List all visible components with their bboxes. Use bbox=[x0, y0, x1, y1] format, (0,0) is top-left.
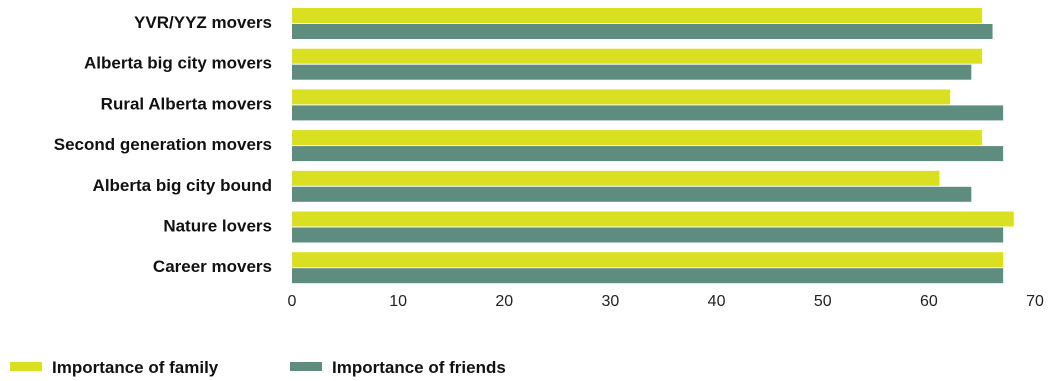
category-label-career-movers: Career movers bbox=[153, 257, 272, 276]
x-tick-label: 50 bbox=[814, 293, 832, 310]
bar-importance-of-family-rural-alberta-movers bbox=[292, 89, 951, 105]
category-label-second-generation-movers: Second generation movers bbox=[54, 135, 272, 154]
x-tick-label: 10 bbox=[389, 293, 407, 310]
x-tick-label: 40 bbox=[708, 293, 726, 310]
x-tick-label: 30 bbox=[602, 293, 620, 310]
x-tick-label: 70 bbox=[1026, 293, 1044, 310]
bar-importance-of-family-yvr-yyz-movers bbox=[292, 8, 982, 23]
bar-importance-of-family-alberta-big-city-movers bbox=[292, 48, 982, 64]
bars bbox=[292, 8, 1014, 284]
category-label-nature-lovers: Nature lovers bbox=[163, 217, 272, 236]
x-tick-label: 60 bbox=[920, 293, 938, 310]
bar-importance-of-friends-nature-lovers bbox=[292, 227, 1004, 243]
bar-importance-of-friends-second-generation-movers bbox=[292, 146, 1004, 162]
x-axis-ticks: 0 10 20 30 40 50 60 70 bbox=[288, 293, 1044, 310]
category-labels: YVR/YYZ movers Alberta big city movers Rur… bbox=[54, 13, 272, 276]
legend-label-friends: Importance of friends bbox=[332, 358, 506, 377]
legend-swatch-friends bbox=[290, 362, 322, 371]
category-label-alberta-big-city-bound: Alberta big city bound bbox=[93, 176, 272, 195]
bar-importance-of-friends-alberta-big-city-bound bbox=[292, 186, 972, 202]
bar-importance-of-friends-rural-alberta-movers bbox=[292, 105, 1004, 121]
legend-swatch-family bbox=[10, 362, 42, 371]
bar-importance-of-family-nature-lovers bbox=[292, 211, 1014, 227]
category-label-rural-alberta-movers: Rural Alberta movers bbox=[101, 94, 272, 113]
bar-importance-of-friends-yvr-yyz-movers bbox=[292, 24, 993, 39]
bar-importance-of-friends-alberta-big-city-movers bbox=[292, 64, 972, 80]
bar-importance-of-family-career-movers bbox=[292, 252, 1004, 268]
category-label-alberta-big-city-movers: Alberta big city movers bbox=[84, 54, 272, 73]
category-label-yvr-yyz-movers: YVR/YYZ movers bbox=[134, 13, 272, 32]
x-tick-label: 20 bbox=[495, 293, 513, 310]
legend-label-family: Importance of family bbox=[52, 358, 219, 377]
legend: Importance of family Importance of frien… bbox=[10, 358, 506, 377]
bar-importance-of-family-second-generation-movers bbox=[292, 130, 982, 146]
bar-importance-of-friends-career-movers bbox=[292, 268, 1004, 284]
bar-importance-of-family-alberta-big-city-bound bbox=[292, 170, 940, 186]
x-tick-label: 0 bbox=[288, 293, 297, 310]
